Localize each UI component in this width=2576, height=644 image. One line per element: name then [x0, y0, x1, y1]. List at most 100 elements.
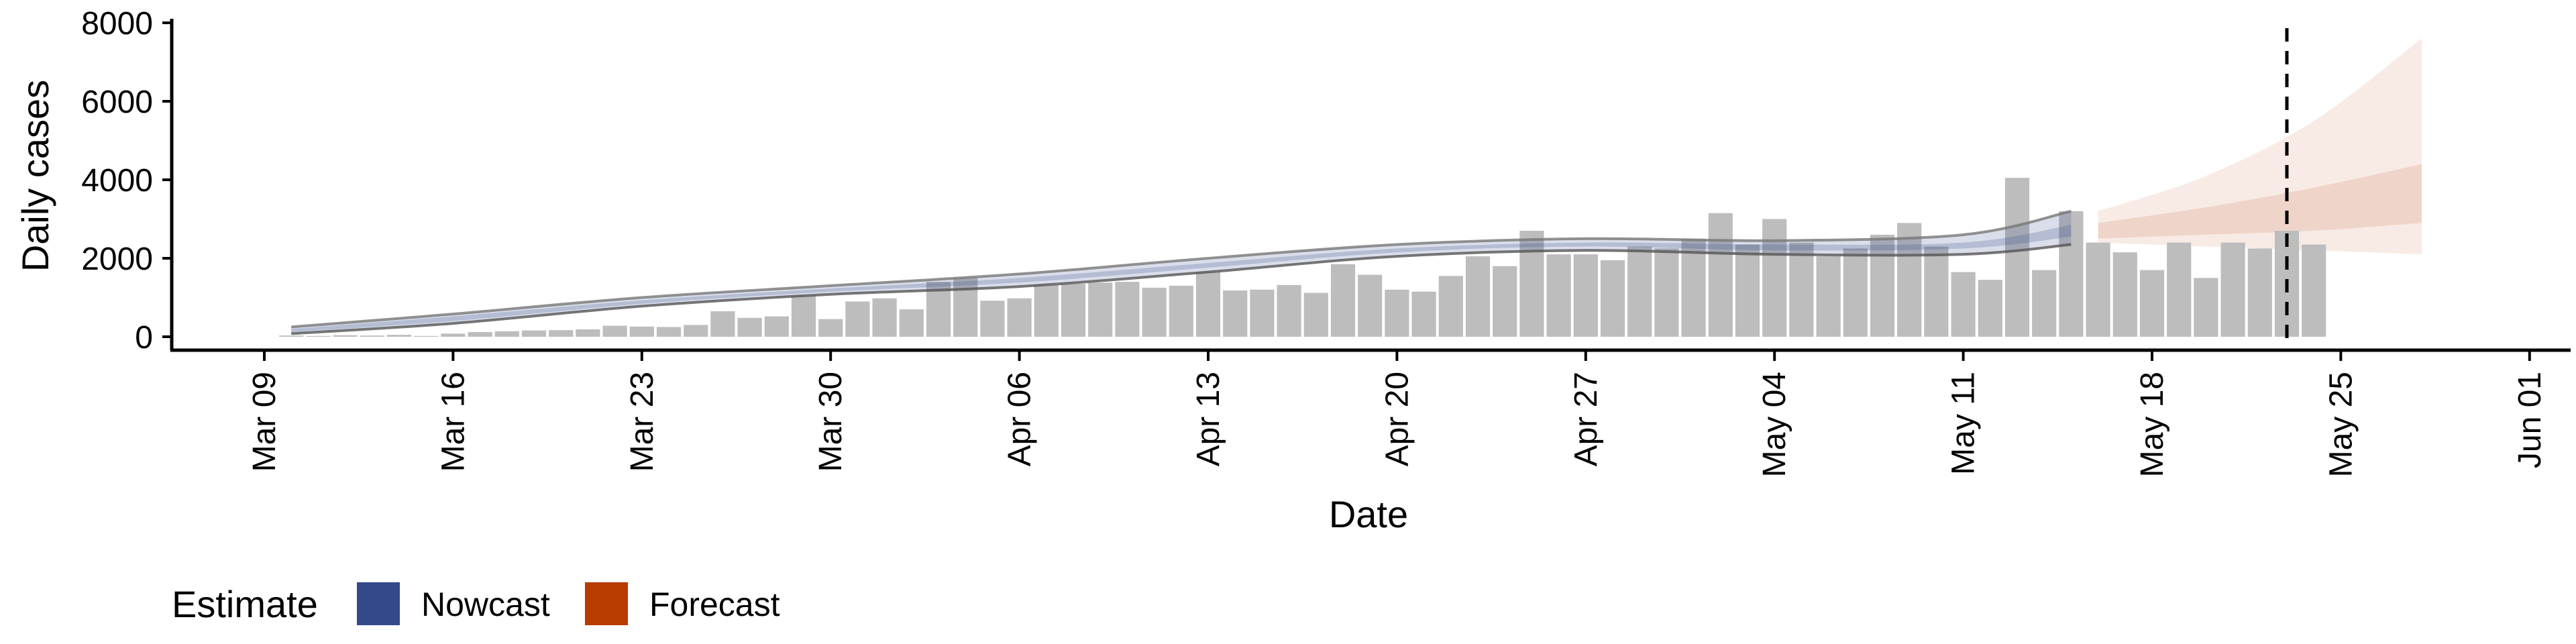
x-tick-label: May 11: [1946, 372, 1982, 475]
bar: [2247, 248, 2272, 337]
legend-title: Estimate: [172, 583, 318, 625]
x-tick-label: Apr 27: [1568, 372, 1604, 466]
bar: [414, 335, 439, 337]
bar: [1789, 242, 1814, 337]
bar: [1816, 256, 1841, 337]
bar: [494, 331, 519, 337]
x-tick-label: Mar 09: [247, 372, 282, 472]
x-tick-label: May 18: [2135, 372, 2170, 477]
bar: [1411, 291, 1436, 337]
bar: [1573, 254, 1598, 337]
nowcast-upper-line: [291, 209, 2072, 329]
bar: [818, 319, 843, 337]
bar: [2112, 252, 2137, 337]
bar: [2059, 211, 2084, 337]
bar: [737, 317, 762, 337]
x-tick-label: Mar 30: [813, 372, 849, 472]
x-axis-label: Date: [1329, 493, 1408, 535]
bar: [1735, 244, 1760, 337]
bar: [872, 298, 897, 337]
bar: [1924, 246, 1949, 337]
nowcast-lower-line: [291, 243, 2072, 335]
legend: Estimate Nowcast Forecast: [172, 582, 780, 625]
y-axis-label: Daily cases: [14, 80, 56, 272]
bar: [629, 326, 654, 337]
forecast-bands: [2098, 38, 2422, 255]
legend-label-nowcast: Nowcast: [421, 586, 550, 623]
bar: [980, 301, 1005, 337]
bar: [1978, 280, 2002, 337]
x-tick-label: Apr 06: [1002, 372, 1038, 466]
bar: [1762, 219, 1787, 337]
x-tick-label: Apr 20: [1379, 372, 1415, 466]
legend-label-forecast: Forecast: [649, 586, 780, 623]
bar: [1061, 284, 1086, 337]
bar: [1708, 213, 1733, 337]
bar: [1627, 246, 1652, 337]
forecast-outer-band: [2098, 38, 2422, 255]
bar: [1169, 285, 1193, 337]
bar: [521, 330, 547, 337]
bar: [2004, 178, 2030, 337]
x-ticks: Mar 09 Mar 16 Mar 23 Mar 30 Apr 06 Apr 13 Apr …: [247, 350, 2548, 477]
bar: [2139, 270, 2165, 337]
x-tick-label: Apr 13: [1191, 372, 1226, 466]
bar: [441, 333, 466, 337]
bar: [791, 295, 816, 337]
bar: [2086, 242, 2110, 337]
x-tick-label: Mar 23: [625, 372, 660, 472]
bar: [1438, 276, 1463, 337]
bar: [1870, 234, 1895, 337]
bar: [2032, 270, 2057, 337]
bars: [279, 178, 2326, 337]
bar: [1843, 248, 1868, 337]
bar: [386, 335, 412, 337]
bar: [1195, 272, 1221, 337]
y-tick-label: 8000: [81, 6, 153, 42]
bar: [2167, 242, 2192, 337]
bar: [549, 330, 574, 337]
legend-swatch-nowcast: [357, 582, 400, 625]
x-tick-label: May 04: [1757, 372, 1792, 477]
forecast-inner-band: [2098, 164, 2422, 239]
x-tick-label: May 25: [2323, 372, 2359, 477]
x-tick-label: Jun 01: [2512, 372, 2548, 468]
bar: [845, 301, 870, 337]
bar: [656, 327, 682, 337]
y-tick-label: 0: [135, 320, 153, 356]
bar: [1034, 284, 1059, 337]
bar: [576, 329, 600, 337]
bar: [1088, 282, 1113, 337]
bar: [710, 311, 735, 337]
bar: [1654, 248, 1679, 337]
y-ticks: 0 2000 4000 6000 8000: [81, 6, 172, 356]
bar: [1277, 284, 1301, 337]
bar: [1250, 289, 1275, 337]
bar: [1519, 231, 1544, 337]
bar: [468, 332, 492, 337]
bar: [1681, 238, 1706, 337]
bar: [2220, 242, 2245, 337]
bar: [899, 309, 924, 337]
bar: [1358, 274, 1383, 337]
bar: [306, 335, 331, 337]
bar: [1007, 298, 1032, 337]
nowcast-bands: [291, 209, 2072, 335]
y-tick-label: 2000: [81, 241, 153, 277]
axes: [170, 19, 2571, 352]
bar: [360, 335, 384, 337]
bar: [1223, 290, 1248, 337]
bar: [1303, 292, 1328, 337]
y-tick-label: 6000: [81, 85, 153, 120]
bar: [764, 316, 789, 337]
x-tick-label: Mar 16: [435, 372, 471, 472]
bar: [1385, 289, 1409, 337]
bar: [1465, 256, 1491, 337]
bar: [2194, 278, 2218, 337]
bar: [1897, 223, 1922, 337]
legend-swatch-forecast: [585, 582, 628, 625]
bar: [2302, 244, 2326, 337]
bar: [684, 325, 708, 337]
nowcast-outer-band: [291, 211, 2072, 334]
